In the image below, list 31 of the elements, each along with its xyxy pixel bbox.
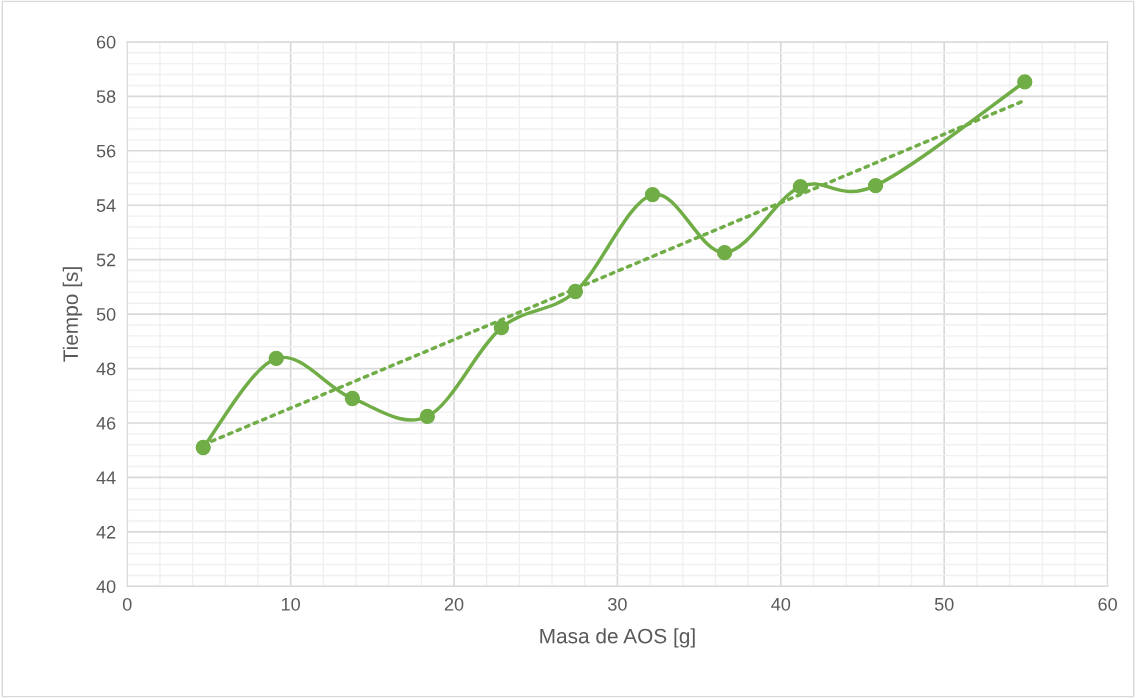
- y-tick-label: 56: [96, 144, 116, 158]
- x-tick-label: 20: [444, 597, 464, 611]
- point: [344, 390, 361, 407]
- x-tick-label: 10: [281, 597, 300, 611]
- x-tick-label: 30: [608, 597, 627, 611]
- point: [493, 320, 510, 336]
- y-tick-label: 44: [96, 471, 116, 484]
- point: [716, 244, 733, 261]
- point: [195, 439, 211, 456]
- x-tick-label: 0: [122, 597, 132, 611]
- y-tick-label: 40: [96, 580, 116, 594]
- x-tick-label: 40: [771, 597, 791, 611]
- point: [419, 408, 436, 425]
- y-tick-label: 46: [96, 416, 116, 430]
- point: [268, 350, 284, 367]
- x-tick-label: 60: [1098, 597, 1117, 611]
- point: [867, 177, 884, 194]
- y-tick-label: 54: [96, 199, 116, 212]
- y-axis-title: Tiempo [s]: [62, 267, 83, 362]
- y-tick-label: 60: [96, 35, 116, 49]
- y-tick-label: 48: [96, 362, 116, 376]
- x-tick-label: 50: [934, 597, 954, 611]
- point: [1017, 74, 1033, 90]
- y-tick-label: 50: [96, 308, 116, 321]
- point: [792, 179, 809, 195]
- x-axis-title: Masa de AOS [g]: [540, 628, 695, 648]
- y-tick-label: 42: [96, 525, 116, 539]
- point: [644, 186, 661, 203]
- y-tick-label: 58: [96, 90, 116, 104]
- point: [567, 283, 584, 300]
- y-tick-label: 52: [96, 253, 116, 267]
